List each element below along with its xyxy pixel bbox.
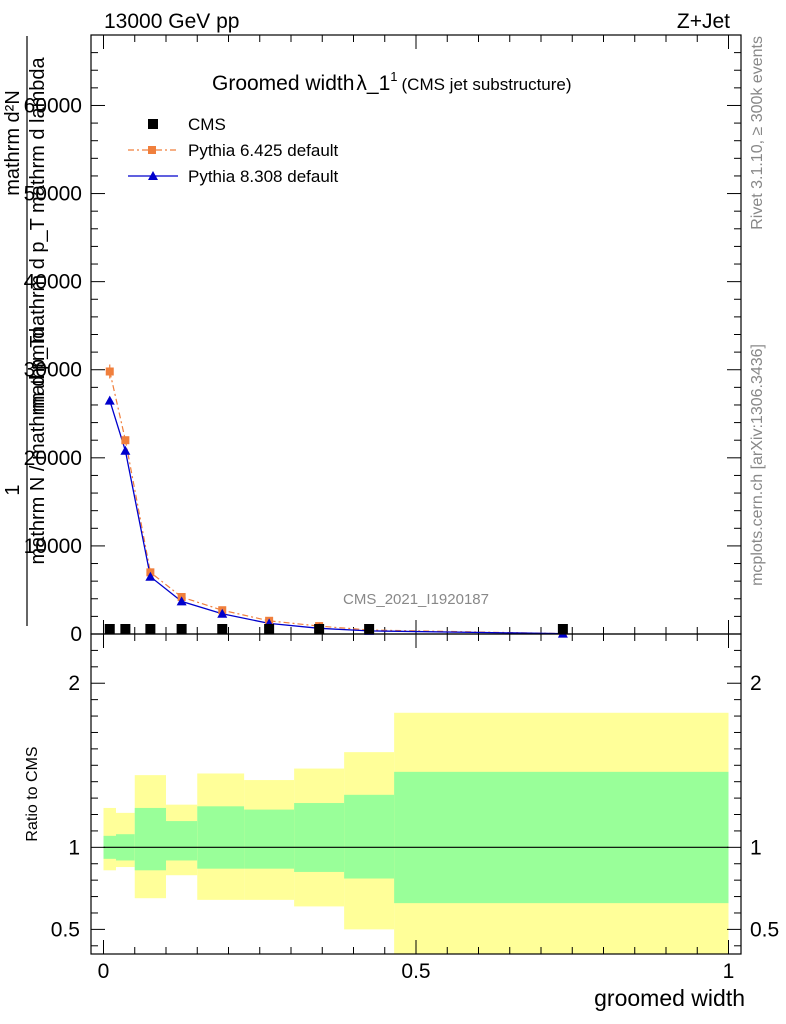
ratio-band-inner: [244, 809, 295, 869]
ylabel-denominator: mathrm N / mathrm d p_T: [27, 336, 49, 565]
y-tick-label: 40000: [24, 271, 82, 294]
y-tick-label: 30000: [24, 359, 82, 382]
ratio-bands: [103, 712, 729, 954]
title-sub: (CMS jet substructure): [402, 75, 572, 94]
mcplots-label: mcplots.cern.ch [arXiv:1306.3436]: [749, 344, 766, 586]
ylabel-denominator-d: mathrm d: [27, 328, 49, 412]
ylabel-numerator-denom: mathrm d p_T mathrm d lambda: [27, 56, 49, 342]
pythia8-point: [176, 596, 187, 606]
ratio-y-tick-label: 1: [68, 836, 80, 859]
ratio-xlabel: groomed width: [594, 985, 745, 1011]
legend-label-pythia8: Pythia 8.308 default: [188, 167, 339, 186]
analysis-watermark: CMS_2021_I1920187: [343, 591, 489, 608]
ratio-band-inner: [197, 806, 245, 869]
main-ylabel: mathrm d²N mathrm d p_T mathrm d lambda …: [2, 36, 49, 626]
y-tick-label: 10000: [24, 535, 82, 558]
legend-label-pythia6: Pythia 6.425 default: [188, 141, 339, 160]
cms-point: [120, 624, 131, 634]
cms-point: [176, 624, 187, 634]
pythia6-line: [109, 371, 563, 635]
ratio-band-inner: [166, 821, 198, 861]
pythia8-point: [104, 395, 115, 405]
main-axis-ticks: 0 10000 20000 30000 40000 50000 60000: [24, 35, 741, 646]
ratio-band-inner: [394, 771, 729, 904]
ratio-x-tick-label: 1: [723, 960, 735, 983]
cms-point: [557, 624, 568, 634]
cms-point: [314, 624, 325, 634]
legend-marker-pythia8: [148, 171, 158, 180]
ratio-y-tick-label: 2: [68, 672, 80, 695]
ratio-x-tick-label: 0: [98, 960, 110, 983]
legend-marker-cms: [148, 119, 158, 129]
pythia8-point: [145, 571, 156, 581]
pythia8-point: [217, 608, 228, 618]
energy-label: 13000 GeV pp: [104, 10, 239, 33]
cms-point: [104, 624, 115, 634]
title-lambda: λ_1: [356, 72, 390, 95]
ylabel-one: 1: [2, 484, 24, 495]
ratio-band-inner: [294, 803, 345, 872]
y-tick-label: 0: [70, 623, 82, 646]
cms-point: [364, 624, 375, 634]
legend-marker-pythia6: [148, 146, 156, 154]
main-series-group: [104, 364, 568, 638]
y-tick-label: 20000: [24, 447, 82, 470]
ratio-y-tick-label: 0.5: [51, 918, 80, 941]
legend: CMS Pythia 6.425 default Pythia 8.308 de…: [128, 115, 339, 186]
cms-point: [217, 624, 228, 634]
legend-label-cms: CMS: [188, 115, 226, 134]
cms-point: [264, 624, 275, 634]
main-title: Groomed widthλ_11 (CMS jet substructure): [212, 69, 572, 95]
ylabel-numerator: mathrm d²N: [2, 90, 24, 196]
pythia6-point: [105, 367, 114, 376]
rivet-label: Rivet 3.1.10, ≥ 300k events: [749, 36, 766, 230]
ratio-y-tick-label-right: 0.5: [750, 918, 779, 941]
ratio-y-tick-label-right: 2: [750, 672, 762, 695]
title-sup: 1: [390, 69, 397, 84]
ratio-x-tick-label: 0.5: [401, 960, 430, 983]
ratio-band-inner: [344, 794, 395, 879]
pythia8-point: [120, 445, 131, 455]
ratio-y-tick-label-right: 1: [750, 836, 762, 859]
title-main: Groomed width: [212, 72, 354, 95]
pythia6-point: [121, 436, 130, 445]
y-tick-label: 50000: [24, 183, 82, 206]
ratio-ylabel: Ratio to CMS: [24, 746, 41, 841]
process-label: Z+Jet: [677, 10, 730, 33]
ratio-band-inner: [134, 807, 166, 871]
y-tick-label: 60000: [24, 94, 82, 117]
ratio-axis-ticks: 0.5 0.5 1 1 2 2 0 0.5 1: [51, 634, 779, 983]
cms-point: [145, 624, 156, 634]
